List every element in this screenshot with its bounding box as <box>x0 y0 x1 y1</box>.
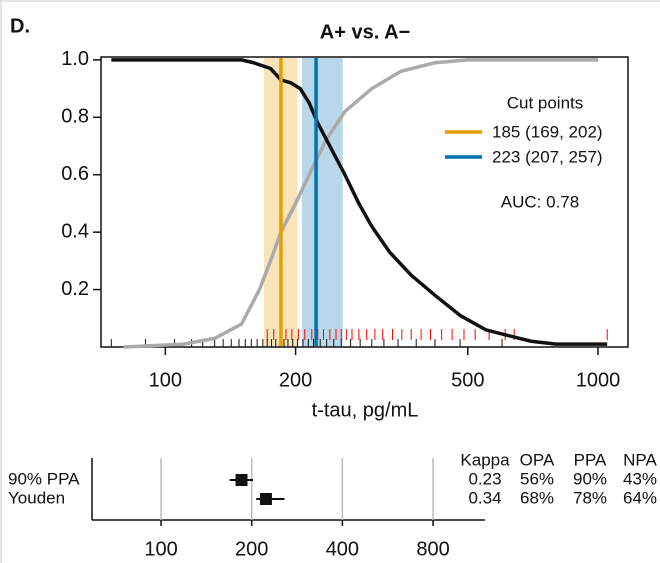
x-tick-label: 200 <box>279 369 312 391</box>
curve <box>111 58 608 346</box>
x-tick-label: 800 <box>416 538 449 560</box>
plot-frame <box>100 56 629 348</box>
x-tick-label: 1000 <box>576 369 621 391</box>
x-tick-label: 400 <box>326 538 359 560</box>
y-tick-label: 1.0 <box>61 48 89 70</box>
table-cell: 56% <box>520 469 554 488</box>
x-tick-label: 100 <box>144 538 177 560</box>
estimate <box>259 493 272 505</box>
curve <box>123 58 599 349</box>
y-tick-label: 0.6 <box>61 163 89 185</box>
table-cell: 0.34 <box>468 488 501 507</box>
table-header: OPA <box>520 450 555 469</box>
table-cell: 68% <box>520 488 554 507</box>
table-header: Kappa <box>460 450 510 469</box>
table-header: PPA <box>574 450 607 469</box>
x-tick-label: 100 <box>149 369 182 391</box>
row-label: Youden <box>8 488 65 507</box>
table-cell: 64% <box>623 488 657 507</box>
x-tick-label: 500 <box>451 369 484 391</box>
y-tick-label: 0.2 <box>61 278 89 300</box>
table-cell: 43% <box>623 469 657 488</box>
y-tick-label: 0.8 <box>61 106 89 128</box>
table-header: NPA <box>623 450 657 469</box>
y-tick-label: 0.4 <box>61 220 89 242</box>
annotation: AUC: 0.78 <box>501 192 579 211</box>
row-label: 90% PPA <box>8 469 80 488</box>
x-tick-label: 200 <box>235 538 268 560</box>
estimate <box>235 474 248 486</box>
legend-title: Cut points <box>507 93 584 112</box>
panel-label: D. <box>10 15 30 37</box>
table-cell: 0.23 <box>468 469 501 488</box>
table-cell: 90% <box>573 469 607 488</box>
chart-title: A+ vs. A− <box>320 21 410 43</box>
legend-label: 185 (169, 202) <box>492 122 603 141</box>
x-axis-label: t-tau, pg/mL <box>312 399 419 421</box>
table-cell: 78% <box>573 488 607 507</box>
legend-label: 223 (207, 257) <box>492 147 603 166</box>
